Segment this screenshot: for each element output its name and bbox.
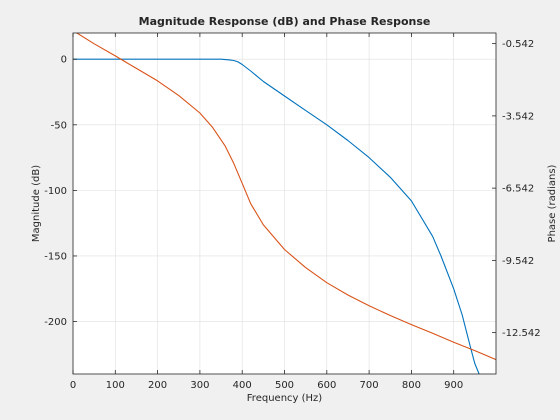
- phase-series-line: [75, 33, 496, 361]
- y-left-tick-label: -50: [51, 120, 67, 131]
- x-axis-ticks: 0 100 200 300 400 500 600 700 800 900: [70, 33, 463, 391]
- y-left-tick-label: -200: [44, 317, 67, 328]
- y-right-tick-label: -9.542: [502, 256, 534, 267]
- y-left-tick-label: 0: [61, 55, 67, 66]
- y-right-tick-label: -6.542: [502, 184, 534, 195]
- y-right-tick-label: -12.542: [502, 328, 541, 339]
- y-right-axis-ticks: -0.542 -3.542 -6.542 -9.542 -12.542: [492, 39, 541, 339]
- series-group: [73, 33, 496, 374]
- x-tick-label: 800: [402, 380, 421, 391]
- y-right-tick-label: -0.542: [502, 39, 534, 50]
- x-tick-label: 700: [360, 380, 379, 391]
- x-tick-label: 300: [190, 380, 209, 391]
- x-tick-label: 900: [444, 380, 463, 391]
- x-axis-label: Frequency (Hz): [247, 393, 323, 404]
- y-right-axis-label: Phase (radians): [547, 164, 558, 242]
- y-left-tick-label: -100: [44, 186, 67, 197]
- x-tick-label: 600: [317, 380, 336, 391]
- x-tick-label: 400: [233, 380, 252, 391]
- x-tick-label: 100: [106, 380, 125, 391]
- y-left-tick-label: -150: [44, 251, 67, 262]
- grid: [72, 33, 496, 374]
- magnitude-series-line: [73, 58, 480, 374]
- x-tick-label: 500: [275, 380, 294, 391]
- y-left-axis-ticks: 0 -50 -100 -150 -200: [44, 55, 77, 328]
- chart-title: Magnitude Response (dB) and Phase Respon…: [139, 15, 431, 28]
- x-tick-label: 0: [70, 380, 76, 391]
- x-tick-label: 200: [148, 380, 167, 391]
- y-right-tick-label: -3.542: [502, 111, 534, 122]
- y-left-axis-label: Magnitude (dB): [31, 165, 42, 242]
